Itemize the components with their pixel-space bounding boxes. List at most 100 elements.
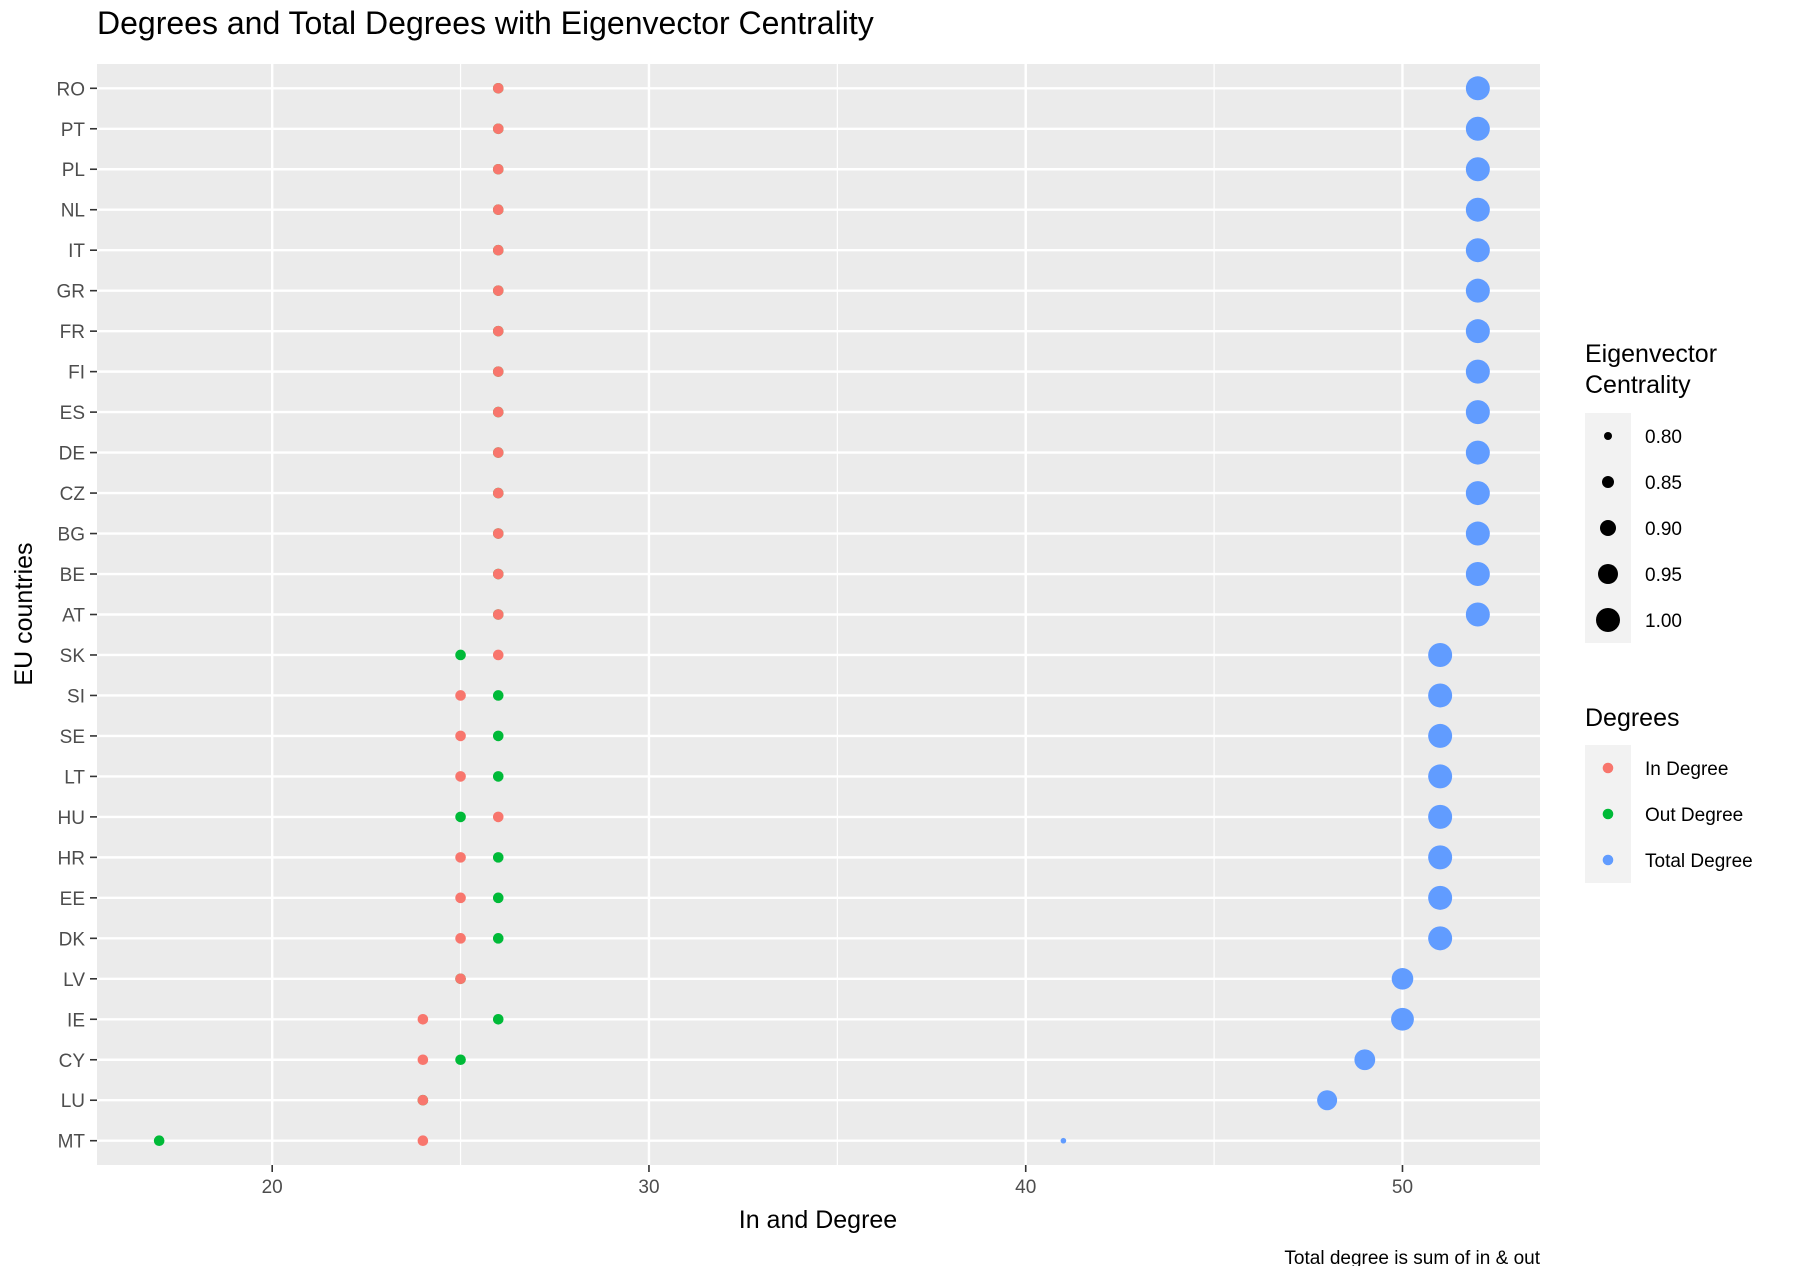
x-tick-label: 40 [1015, 1177, 1036, 1198]
point-in-degree [492, 123, 504, 135]
y-tick-label: EE [60, 889, 85, 910]
point-in-degree [455, 771, 466, 782]
point-out-degree [455, 649, 466, 661]
x-axis: 20 30 40 50 [262, 1165, 1413, 1198]
point-in-degree [492, 447, 504, 458]
point-total-degree [1465, 116, 1490, 141]
x-tick-label: 30 [638, 1177, 659, 1198]
size-legend-key [1604, 432, 1612, 440]
y-axis-title: EU countries [10, 542, 38, 685]
size-legend-label: 0.85 [1645, 473, 1682, 494]
y-tick-label: PT [61, 120, 86, 141]
point-in-degree [417, 1094, 429, 1106]
size-legend-label: 0.90 [1645, 519, 1682, 540]
y-tick-label: IE [67, 1010, 85, 1031]
data-points [153, 76, 1490, 1147]
size-legend-key [1600, 520, 1616, 536]
size-legend: Eigenvector Centrality 0.80 0.85 0.90 0.95 1.… [1585, 340, 1717, 643]
point-out-degree [455, 1054, 466, 1066]
point-in-degree [492, 487, 504, 499]
y-tick-label: BE [60, 565, 85, 586]
size-legend-key [1598, 564, 1618, 584]
point-total-degree [1465, 157, 1490, 182]
y-tick-label: FR [60, 322, 85, 343]
y-tick-label: ES [60, 403, 85, 424]
major-gridlines [97, 64, 1540, 1165]
point-total-degree [1428, 764, 1453, 789]
y-tick-label: DE [59, 444, 85, 465]
y-tick-label: LU [61, 1091, 85, 1112]
point-total-degree [1465, 278, 1490, 303]
point-total-degree [1428, 683, 1453, 708]
point-total-degree [1465, 602, 1490, 627]
y-tick-label: CY [59, 1051, 86, 1072]
point-total-degree [1428, 642, 1453, 667]
size-legend-key [1602, 476, 1614, 488]
y-tick-label: HU [58, 808, 85, 829]
y-tick-label: MT [58, 1132, 86, 1153]
point-total-degree [1465, 562, 1490, 587]
point-out-degree [492, 1013, 504, 1025]
point-total-degree [1428, 845, 1453, 870]
point-out-degree [492, 933, 504, 944]
point-total-degree [1428, 723, 1453, 748]
color-legend-key [1602, 854, 1614, 866]
point-in-degree [492, 325, 504, 337]
point-out-degree [153, 1135, 165, 1147]
point-in-degree [455, 973, 466, 985]
point-total-degree [1465, 400, 1490, 425]
y-tick-label: SI [67, 686, 85, 707]
point-total-degree [1060, 1137, 1067, 1144]
point-total-degree [1465, 521, 1490, 546]
point-out-degree [492, 690, 504, 701]
point-in-degree [492, 568, 504, 580]
point-total-degree [1317, 1090, 1338, 1111]
point-out-degree [492, 892, 504, 904]
point-total-degree [1465, 238, 1490, 263]
color-legend: Degrees In Degree Out Degree Total Degree [1585, 704, 1753, 883]
size-legend-title: Eigenvector Centrality [1585, 340, 1717, 399]
y-tick-label: LV [63, 970, 85, 991]
point-total-degree [1465, 359, 1490, 384]
point-in-degree [455, 730, 466, 742]
point-total-degree [1465, 481, 1490, 506]
x-tick-label: 50 [1392, 1177, 1413, 1198]
y-tick-label: HR [58, 848, 85, 869]
y-tick-label: FI [68, 363, 85, 384]
y-tick-label: CZ [60, 484, 86, 505]
point-in-degree [417, 1013, 429, 1025]
size-legend-label: 1.00 [1645, 611, 1682, 632]
color-legend-label: Total Degree [1645, 851, 1753, 872]
color-legend-title: Degrees [1585, 704, 1680, 732]
point-total-degree [1465, 76, 1490, 101]
y-tick-label: LT [64, 767, 85, 788]
point-in-degree [492, 649, 504, 661]
y-tick-label: SK [60, 646, 86, 667]
y-tick-label: PL [62, 160, 85, 181]
point-in-degree [455, 690, 466, 701]
point-out-degree [455, 811, 466, 823]
size-legend-label: 0.80 [1645, 427, 1682, 448]
y-tick-label: DK [59, 929, 86, 950]
y-tick-label: SE [60, 727, 85, 748]
point-in-degree [492, 366, 504, 377]
x-axis-title: In and Degree [739, 1206, 897, 1234]
y-tick-label: GR [57, 282, 86, 303]
point-in-degree [492, 406, 504, 418]
color-legend-label: Out Degree [1645, 805, 1743, 826]
color-legend-label: In Degree [1645, 759, 1728, 780]
point-in-degree [417, 1054, 429, 1066]
point-out-degree [492, 730, 504, 742]
point-in-degree [455, 933, 466, 944]
y-tick-label: NL [61, 201, 85, 222]
point-in-degree [492, 82, 504, 94]
y-tick-label: BG [58, 525, 85, 546]
point-in-degree [492, 609, 504, 620]
point-in-degree [455, 852, 466, 863]
point-total-degree [1354, 1049, 1376, 1071]
y-tick-label: AT [62, 606, 85, 627]
chart-caption: Total degree is sum of in & out [1284, 1248, 1540, 1266]
point-out-degree [492, 771, 504, 782]
y-tick-label: RO [57, 79, 86, 100]
point-total-degree [1465, 319, 1490, 344]
